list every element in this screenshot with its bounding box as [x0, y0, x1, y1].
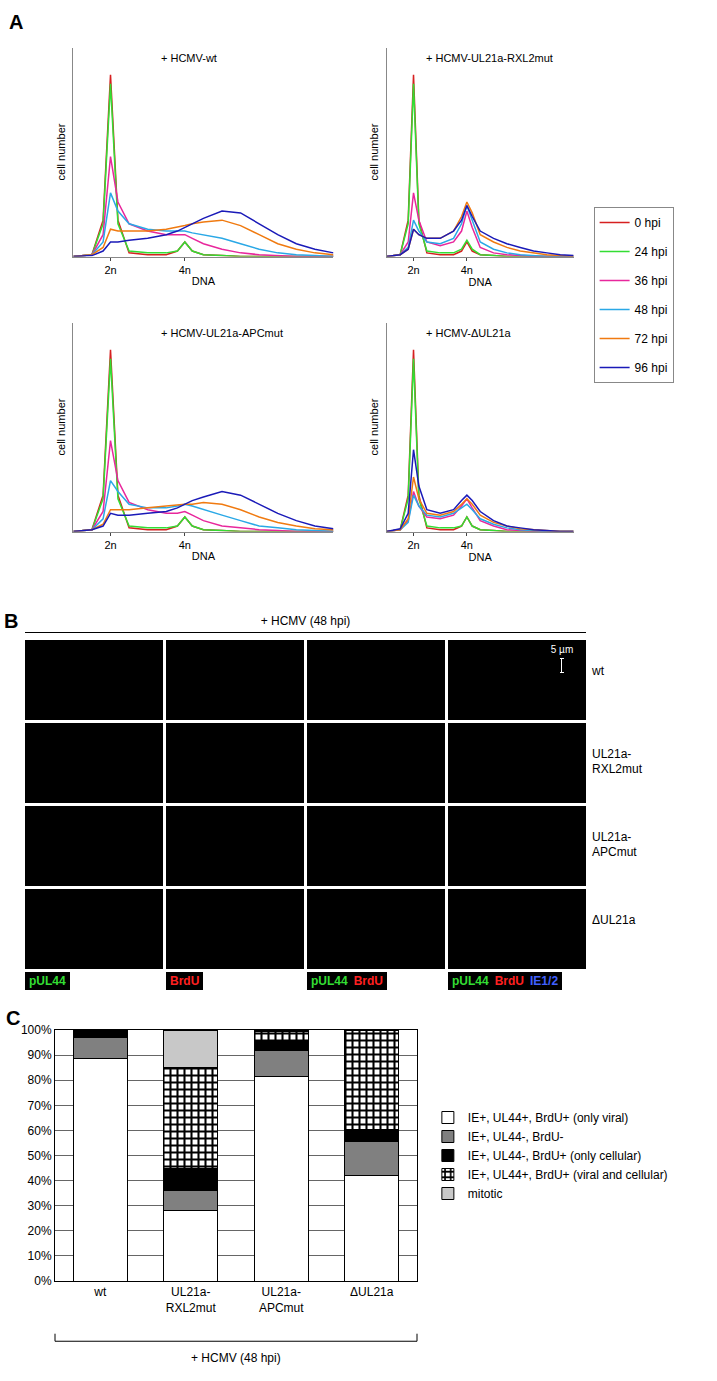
svg-text:+ HCMV-UL21a-RXL2mut: + HCMV-UL21a-RXL2mut [426, 52, 553, 64]
svg-text:50%: 50% [28, 1149, 52, 1163]
svg-text:0 hpi: 0 hpi [635, 216, 661, 230]
svg-text:DNA: DNA [192, 550, 216, 562]
svg-text:4n: 4n [179, 539, 191, 551]
html-text:wt: wt [592, 664, 604, 678]
svg-text:DNA: DNA [469, 551, 493, 563]
html-text:IE1/2: IE1/2 [530, 974, 559, 988]
svg-text:+ HCMV-wt: + HCMV-wt [161, 52, 217, 64]
svg-text:ΔUL21a: ΔUL21a [350, 1285, 394, 1299]
svg-text:IE+, UL44+, BrdU+ (only viral): IE+, UL44+, BrdU+ (only viral) [468, 1111, 628, 1125]
html-text:pUL44: pUL44 [311, 974, 348, 988]
svg-text:20%: 20% [28, 1224, 52, 1238]
html-text:pUL44: pUL44 [29, 974, 66, 988]
html-text:BrdU: BrdU [494, 974, 524, 988]
svg-text:+ HCMV-UL21a-APCmut: + HCMV-UL21a-APCmut [161, 327, 283, 339]
svg-text:2n: 2n [104, 539, 116, 551]
html-text:BrdU: BrdU [170, 974, 200, 988]
svg-text:100%: 100% [21, 1023, 52, 1037]
svg-text:IE+, UL44+, BrdU+ (viral and c: IE+, UL44+, BrdU+ (viral and cellular) [468, 1168, 668, 1182]
svg-text:cell number: cell number [368, 123, 380, 180]
svg-text:DNA: DNA [469, 276, 493, 288]
svg-text:0%: 0% [34, 1274, 52, 1288]
svg-text:DNA: DNA [192, 275, 216, 287]
svg-text:48 hpi: 48 hpi [635, 303, 668, 317]
html-text:BrdU: BrdU [353, 974, 383, 988]
svg-text:4n: 4n [461, 539, 473, 551]
svg-text:UL21a-RXL2mut: UL21a-RXL2mut [166, 1285, 217, 1315]
svg-text:4n: 4n [461, 264, 473, 276]
svg-text:2n: 2n [407, 539, 419, 551]
svg-text:2n: 2n [104, 264, 116, 276]
html-text:5 µm: 5 µm [550, 644, 574, 655]
svg-text:+ HCMV-ΔUL21a: + HCMV-ΔUL21a [426, 327, 512, 339]
svg-text:cell number: cell number [368, 398, 380, 455]
svg-text:A: A [9, 11, 23, 33]
html-text:pUL44: pUL44 [452, 974, 489, 988]
html-text:UL21a- RXL2mut: UL21a- RXL2mut [592, 747, 642, 776]
html-text:ΔUL21a: ΔUL21a [592, 913, 636, 927]
svg-text:cell number: cell number [55, 123, 67, 180]
svg-text:90%: 90% [28, 1048, 52, 1062]
svg-text:UL21a-APCmut: UL21a-APCmut [259, 1285, 304, 1315]
html-text:+ HCMV (48 hpi): + HCMV (48 hpi) [260, 614, 351, 628]
svg-text:96 hpi: 96 hpi [635, 361, 668, 375]
svg-text:C: C [6, 1007, 20, 1029]
svg-text:IE+, UL44-, BrdU-: IE+, UL44-, BrdU- [468, 1130, 564, 1144]
svg-text:4n: 4n [179, 264, 191, 276]
svg-text:40%: 40% [28, 1174, 52, 1188]
svg-text:30%: 30% [28, 1199, 52, 1213]
svg-text:mitotic: mitotic [468, 1187, 503, 1201]
svg-text:10%: 10% [28, 1249, 52, 1263]
svg-text:2n: 2n [407, 264, 419, 276]
svg-text:+ HCMV (48 hpi): + HCMV (48 hpi) [191, 1351, 281, 1365]
svg-text:wt: wt [93, 1285, 107, 1299]
svg-text:72 hpi: 72 hpi [635, 332, 668, 346]
svg-text:60%: 60% [28, 1124, 52, 1138]
svg-text:80%: 80% [28, 1073, 52, 1087]
svg-text:36 hpi: 36 hpi [635, 274, 668, 288]
svg-text:24 hpi: 24 hpi [635, 245, 668, 259]
svg-text:cell number: cell number [55, 398, 67, 455]
svg-text:IE+, UL44-, BrdU+ (only cellul: IE+, UL44-, BrdU+ (only cellular) [468, 1149, 641, 1163]
html-text:UL21a- APCmut: UL21a- APCmut [592, 830, 637, 859]
html-text:B: B [4, 610, 19, 632]
svg-text:70%: 70% [28, 1099, 52, 1113]
